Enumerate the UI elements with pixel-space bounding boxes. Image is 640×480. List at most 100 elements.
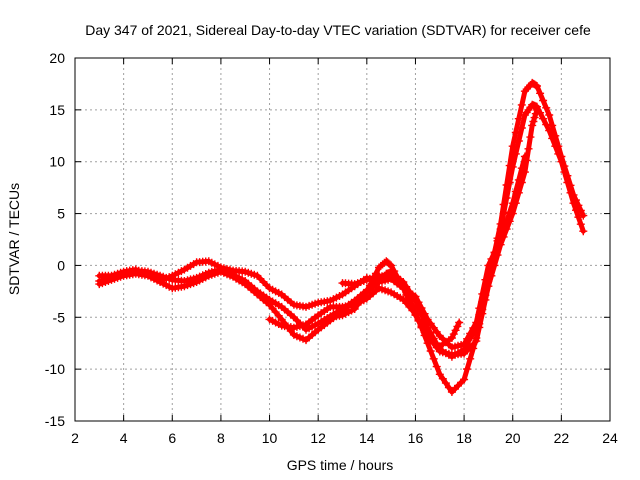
data-point: [402, 291, 411, 299]
data-point: [460, 340, 469, 349]
data-point: [517, 100, 526, 109]
data-point: [387, 261, 396, 270]
data-point: [514, 114, 523, 123]
data-point: [560, 162, 569, 171]
x-tick-label: 8: [217, 430, 225, 446]
x-tick-label: 24: [602, 430, 618, 446]
data-point: [417, 322, 426, 331]
data-point: [444, 383, 453, 392]
x-tick-label: 4: [120, 430, 128, 446]
data-point: [429, 354, 438, 363]
y-tick-label: -10: [45, 361, 65, 377]
data-point: [502, 181, 511, 189]
data-point: [539, 96, 548, 105]
data-point: [438, 374, 447, 383]
data-point: [545, 111, 554, 119]
data-point: [531, 109, 540, 118]
data-point: [566, 181, 575, 190]
data-point: [426, 319, 435, 328]
data-point: [420, 309, 429, 318]
data-point: [432, 362, 441, 371]
data-point: [359, 291, 368, 300]
y-tick-label: 15: [49, 102, 65, 118]
plot-frame: [74, 57, 611, 422]
data-point: [411, 311, 420, 320]
data-point: [524, 144, 533, 153]
data-point: [533, 82, 541, 90]
data-point: [353, 300, 362, 309]
y-axis-label: SDTVAR / TECUs: [6, 183, 22, 295]
data-point: [447, 334, 456, 342]
data-point: [569, 190, 578, 199]
x-tick-label: 20: [505, 430, 521, 446]
y-tick-label: 5: [57, 206, 65, 222]
data-point: [466, 354, 475, 363]
data-point: [481, 295, 490, 304]
data-point: [576, 206, 585, 215]
data-point: [533, 105, 541, 114]
data-point: [460, 375, 469, 384]
data-point: [522, 156, 531, 165]
data-point: [530, 113, 539, 122]
data-point: [429, 323, 438, 332]
data-point: [405, 297, 414, 306]
data-point: [508, 142, 517, 151]
data-point: [449, 330, 458, 339]
data-point: [385, 260, 394, 269]
data-point: [563, 171, 572, 180]
data-point: [463, 334, 472, 343]
data-point: [484, 282, 493, 291]
data-point: [493, 251, 502, 260]
data-point: [505, 217, 514, 226]
data-point: [408, 304, 417, 313]
data-point: [572, 196, 580, 205]
data-point: [490, 261, 499, 270]
x-tick-label: 16: [408, 430, 424, 446]
data-point: [574, 201, 583, 210]
data-point: [548, 121, 557, 130]
data-point: [414, 316, 423, 325]
data-point: [579, 227, 588, 236]
data-point: [554, 142, 563, 151]
data-point: [511, 128, 520, 137]
data-point: [542, 103, 551, 112]
data-point: [350, 305, 359, 313]
data-point: [505, 161, 514, 170]
data-point: [576, 220, 585, 229]
x-tick-label: 6: [168, 430, 176, 446]
data-point: [414, 298, 423, 307]
y-tick-label: -15: [45, 413, 65, 429]
data-point: [579, 211, 588, 220]
data-point: [478, 309, 487, 318]
data-point: [423, 315, 432, 324]
data-point: [390, 267, 399, 276]
y-tick-label: 0: [57, 257, 65, 273]
data-point: [496, 240, 505, 249]
data-point: [526, 133, 535, 142]
x-tick-label: 18: [456, 430, 472, 446]
data-point: [536, 89, 545, 98]
x-tick-label: 14: [359, 430, 375, 446]
data-point: [432, 327, 441, 336]
data-point: [502, 225, 511, 234]
x-tick-label: 10: [262, 430, 278, 446]
data-point: [426, 347, 435, 355]
data-point: [453, 322, 462, 331]
data-point: [499, 200, 508, 209]
data-series: [95, 78, 588, 396]
data-point: [420, 328, 429, 337]
data-point: [520, 168, 529, 177]
data-point: [529, 117, 538, 126]
data-point: [463, 365, 472, 374]
data-point: [528, 121, 537, 130]
data-point: [466, 329, 475, 338]
y-tick-label: -5: [53, 309, 66, 325]
data-point: [475, 323, 484, 332]
x-tick-label: 12: [310, 430, 326, 446]
data-point: [574, 213, 583, 222]
data-point: [472, 337, 481, 346]
x-tick-label: 2: [71, 430, 79, 446]
series-curve-6: [338, 271, 408, 289]
